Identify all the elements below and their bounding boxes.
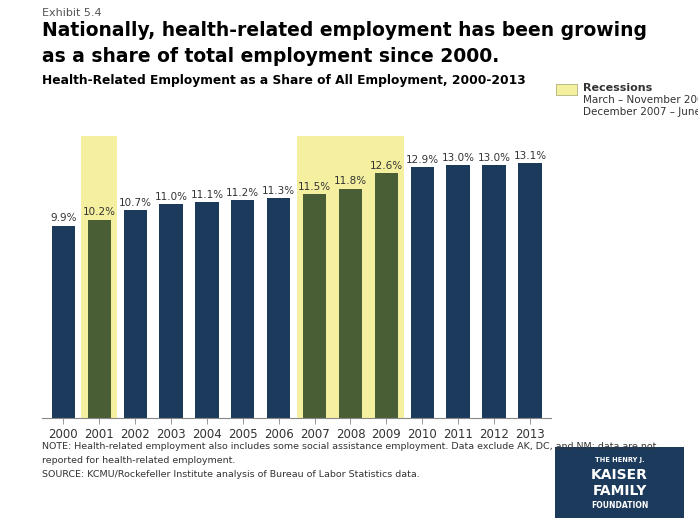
Bar — [88, 220, 111, 418]
Bar — [375, 173, 398, 418]
Bar — [303, 195, 326, 418]
Text: 11.5%: 11.5% — [298, 182, 331, 192]
Text: FAMILY: FAMILY — [593, 484, 646, 498]
Bar — [410, 167, 434, 418]
Text: as a share of total employment since 2000.: as a share of total employment since 200… — [42, 47, 499, 66]
Text: Exhibit 5.4: Exhibit 5.4 — [42, 8, 101, 18]
Bar — [82, 136, 117, 418]
Text: reported for health-related employment.: reported for health-related employment. — [42, 456, 235, 465]
Text: Nationally, health-related employment has been growing: Nationally, health-related employment ha… — [42, 21, 647, 40]
Text: 13.0%: 13.0% — [442, 153, 475, 163]
Text: Recessions: Recessions — [583, 83, 652, 93]
Text: 11.1%: 11.1% — [191, 190, 223, 200]
Text: 13.1%: 13.1% — [513, 151, 547, 161]
Text: 11.8%: 11.8% — [334, 176, 367, 186]
Bar — [52, 225, 75, 418]
Text: 10.2%: 10.2% — [83, 208, 116, 218]
Text: 10.7%: 10.7% — [119, 198, 151, 208]
Text: 11.3%: 11.3% — [262, 186, 295, 196]
Bar — [339, 189, 362, 418]
Text: FOUNDATION: FOUNDATION — [591, 501, 648, 510]
Text: 12.9%: 12.9% — [406, 155, 439, 165]
Text: SOURCE: KCMU/Rockefeller Institute analysis of Bureau of Labor Statistics data.: SOURCE: KCMU/Rockefeller Institute analy… — [42, 470, 419, 479]
Text: 9.9%: 9.9% — [50, 213, 77, 223]
Text: Health-Related Employment as a Share of All Employment, 2000-2013: Health-Related Employment as a Share of … — [42, 74, 526, 87]
Bar — [124, 210, 147, 418]
Text: 11.0%: 11.0% — [154, 192, 188, 202]
Text: 13.0%: 13.0% — [477, 153, 510, 163]
Bar — [482, 165, 505, 418]
Text: December 2007 – June 2009: December 2007 – June 2009 — [583, 107, 698, 117]
Bar — [447, 165, 470, 418]
Bar — [297, 136, 404, 418]
Bar — [518, 163, 542, 418]
Bar — [267, 198, 290, 418]
Bar — [195, 202, 218, 418]
Text: March – November 2001: March – November 2001 — [583, 95, 698, 105]
Text: NOTE: Health-related employment also includes some social assistance employment.: NOTE: Health-related employment also inc… — [42, 442, 656, 451]
Text: KAISER: KAISER — [591, 469, 648, 482]
Bar — [159, 204, 183, 418]
Text: 12.6%: 12.6% — [370, 161, 403, 170]
Text: THE HENRY J.: THE HENRY J. — [595, 457, 644, 463]
Text: 11.2%: 11.2% — [226, 188, 260, 198]
Bar — [231, 200, 255, 418]
